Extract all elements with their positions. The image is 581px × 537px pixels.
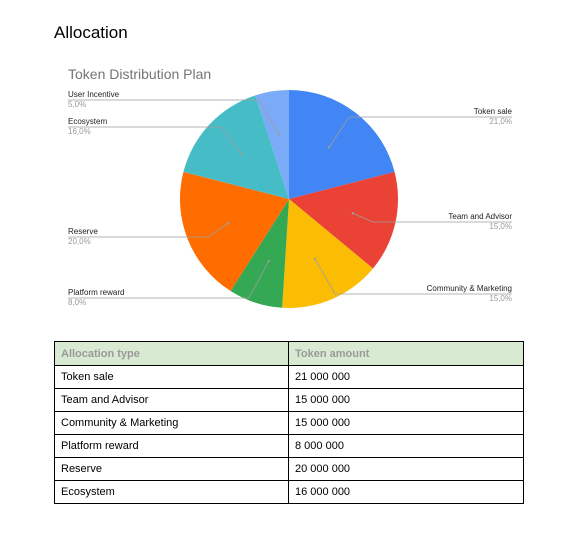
allocation-type-cell: Community & Marketing	[54, 411, 289, 435]
slice-percent-ecosystem: 16,0%	[68, 127, 91, 136]
token-amount-cell: 21 000 000	[288, 365, 524, 389]
page-heading: Allocation	[54, 23, 128, 42]
column-header-token-amount: Token amount	[288, 341, 524, 366]
leader-dot-reserve	[226, 221, 230, 225]
pie-slice-team-and-advisor	[289, 171, 398, 269]
table-row: Platform reward 8 000 000	[54, 434, 524, 458]
slice-percent-community-marketing: 15,0%	[489, 294, 512, 303]
table-row: Token sale 21 000 000	[54, 365, 524, 389]
slice-label-community-marketing: Community & Marketing	[427, 284, 512, 293]
column-header-allocation-type: Allocation type	[54, 341, 289, 366]
slice-percent-team-and-advisor: 15,0%	[489, 222, 512, 231]
slice-percent-token-sale: 21,0%	[489, 117, 512, 126]
pie-slices	[180, 90, 398, 308]
table-header-row: Allocation type Token amount	[54, 341, 524, 366]
allocation-type-cell: Ecosystem	[54, 480, 289, 504]
allocation-type-cell: Reserve	[54, 457, 289, 481]
pie-slice-platform-reward	[230, 199, 289, 308]
leader-line-user-incentive	[68, 99, 280, 135]
slice-percent-user-incentive: 5,0%	[68, 100, 86, 109]
pie-slice-user-incentive	[255, 90, 289, 199]
allocation-table: Allocation type Token amount Token sale …	[54, 341, 524, 504]
token-amount-cell: 15 000 000	[288, 411, 524, 435]
chart-title: Token Distribution Plan	[68, 66, 211, 82]
pie-slice-community-marketing	[282, 199, 373, 308]
slice-label-team-and-advisor: Team and Advisor	[448, 212, 512, 221]
leader-dot-token-sale	[327, 146, 331, 149]
token-amount-cell: 20 000 000	[288, 457, 524, 481]
leader-dot-community-marketing	[313, 257, 317, 261]
leader-line-reserve	[68, 222, 229, 238]
pie-slice-reserve	[180, 171, 289, 292]
table-row: Community & Marketing 15 000 000	[54, 411, 524, 435]
token-amount-cell: 16 000 000	[288, 480, 524, 504]
slice-label-ecosystem: Ecosystem	[68, 117, 107, 126]
leader-dot-user-incentive	[277, 133, 280, 136]
leader-dot-platform-reward	[267, 259, 270, 263]
leader-line-community-marketing	[314, 258, 512, 295]
slice-label-token-sale: Token sale	[474, 107, 513, 116]
table-row: Team and Advisor 15 000 000	[54, 388, 524, 412]
allocation-type-cell: Token sale	[54, 365, 289, 389]
slice-label-user-incentive: User Incentive	[68, 90, 120, 99]
allocation-type-cell: Platform reward	[54, 434, 289, 458]
leader-line-token-sale	[328, 116, 512, 148]
token-amount-cell: 8 000 000	[288, 434, 524, 458]
pie-slice-token-sale	[289, 90, 395, 199]
table-row: Ecosystem 16 000 000	[54, 480, 524, 504]
leader-line-team-and-advisor	[352, 212, 512, 223]
leader-dot-team-and-advisor	[351, 212, 355, 215]
slice-label-reserve: Reserve	[68, 227, 98, 236]
token-amount-cell: 15 000 000	[288, 388, 524, 412]
leader-dot-ecosystem	[240, 153, 243, 156]
slice-percent-reserve: 20,0%	[68, 237, 91, 246]
leader-line-platform-reward	[68, 261, 270, 299]
allocation-type-cell: Team and Advisor	[54, 388, 289, 412]
slice-percent-platform-reward: 8,0%	[68, 298, 86, 307]
table-row: Reserve 20 000 000	[54, 457, 524, 481]
leader-line-ecosystem	[68, 126, 242, 155]
slice-label-platform-reward: Platform reward	[68, 288, 124, 297]
